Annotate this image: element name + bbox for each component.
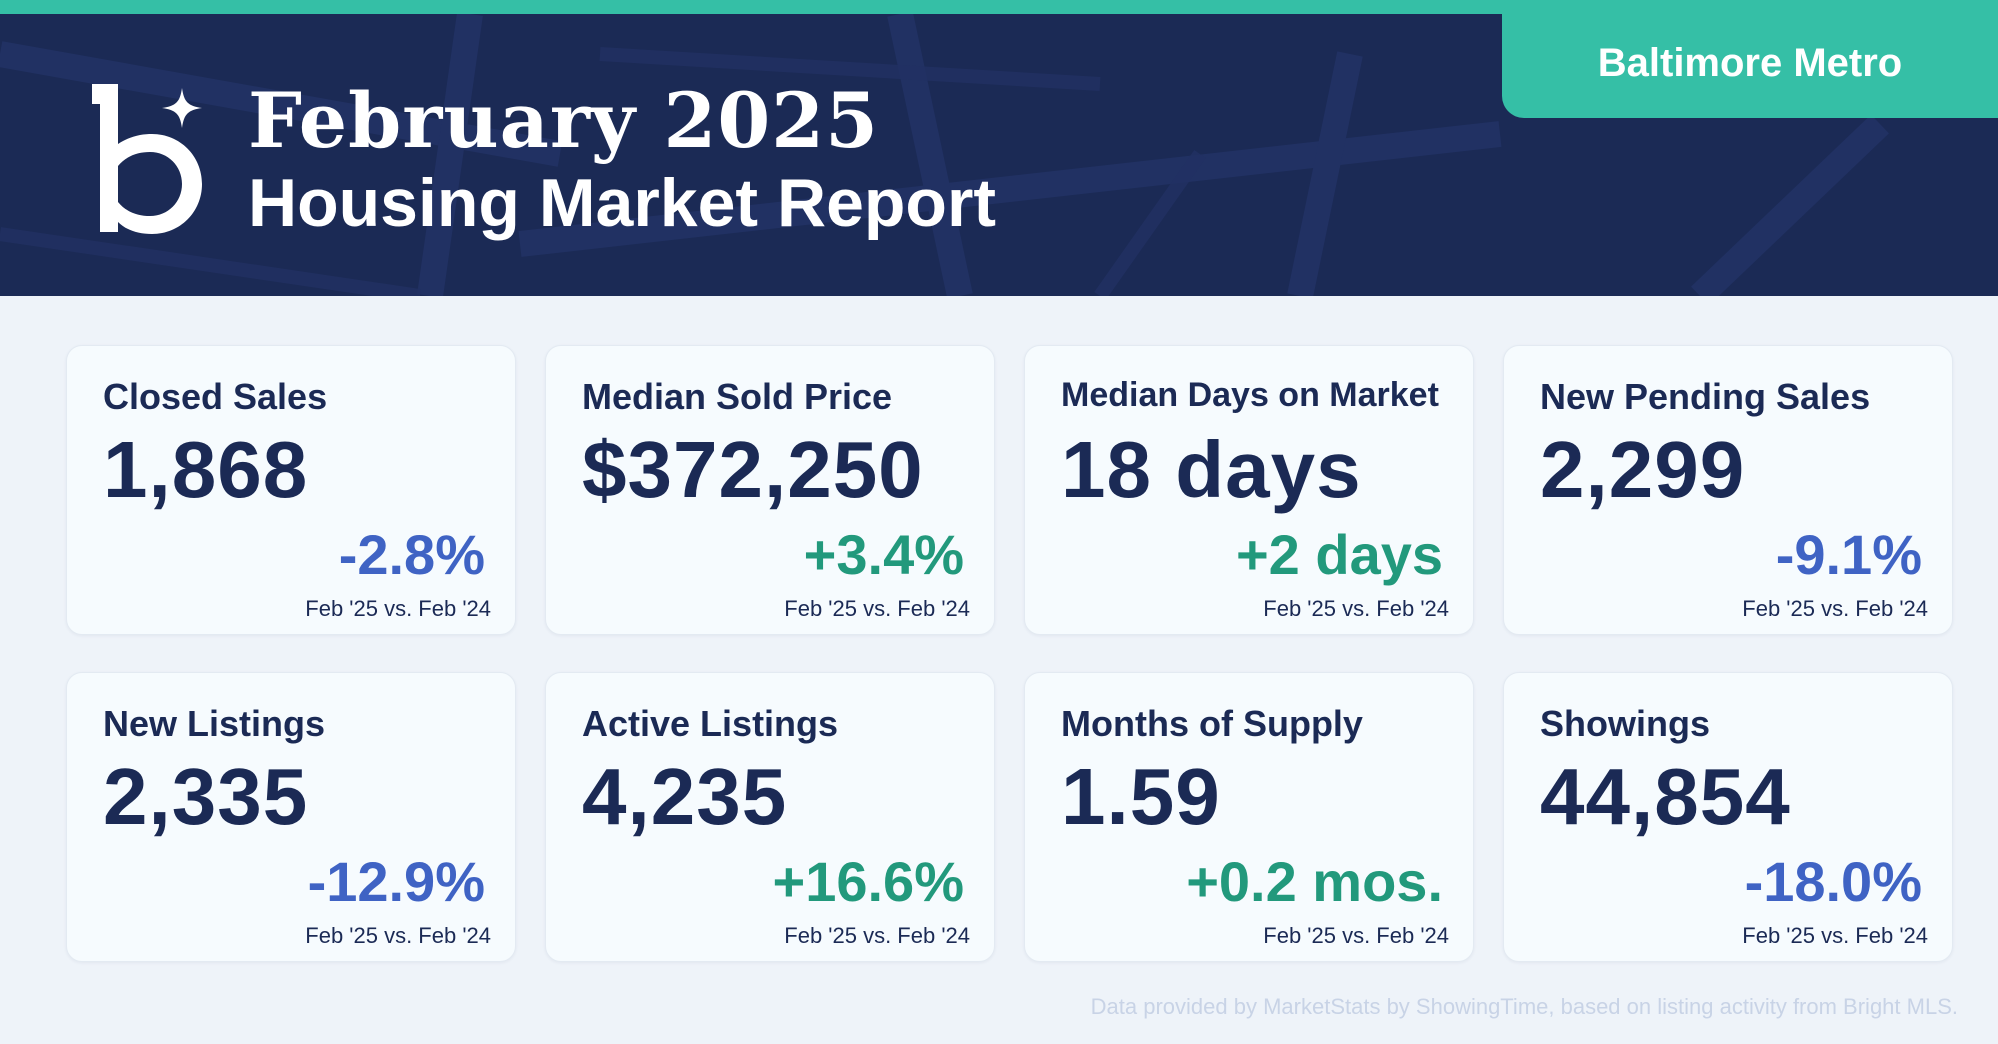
metric-label: Median Sold Price <box>582 376 893 417</box>
metric-label: Closed Sales <box>103 376 328 417</box>
metric-value: 44,854 <box>1540 752 1791 841</box>
metric-value: $372,250 <box>582 425 924 514</box>
metric-comparison-period: Feb '25 vs. Feb '24 <box>784 923 970 948</box>
metric-card-median-sold-price: Median Sold Price $372,250 +3.4% Feb '25… <box>545 345 995 635</box>
metric-change: -2.8% <box>338 523 485 586</box>
metric-change: +0.2 mos. <box>1186 850 1443 913</box>
metric-comparison-period: Feb '25 vs. Feb '24 <box>305 596 491 621</box>
background-map-lines <box>0 14 1889 296</box>
metric-change: +16.6% <box>772 850 965 913</box>
metric-card-showings: Showings 44,854 -18.0% Feb '25 vs. Feb '… <box>1503 672 1953 962</box>
metric-comparison-period: Feb '25 vs. Feb '24 <box>784 596 970 621</box>
metric-value: 1.59 <box>1061 752 1221 841</box>
b-sparkle-logo-icon <box>92 84 202 234</box>
metric-card-closed-sales: Closed Sales 1,868 -2.8% Feb '25 vs. Feb… <box>66 345 516 635</box>
metric-card-new-pending-sales: New Pending Sales 2,299 -9.1% Feb '25 vs… <box>1503 345 1953 635</box>
metric-label: Median Days on Market <box>1061 376 1439 414</box>
report-header: February 2025 Housing Market Report Balt… <box>0 14 1998 296</box>
metric-value: 1,868 <box>103 425 309 514</box>
metric-value: 18 days <box>1061 425 1362 514</box>
metric-card-months-of-supply: Months of Supply 1.59 +0.2 mos. Feb '25 … <box>1024 672 1474 962</box>
metric-change: +3.4% <box>803 523 964 586</box>
metric-value: 4,235 <box>582 752 788 841</box>
data-source-note: Data provided by MarketStats by ShowingT… <box>1090 994 1958 1019</box>
metric-change: +2 days <box>1235 523 1443 586</box>
metric-label: New Listings <box>103 703 326 744</box>
report-title: February 2025 <box>248 76 880 165</box>
metric-change: -18.0% <box>1744 850 1922 913</box>
metric-comparison-period: Feb '25 vs. Feb '24 <box>1263 923 1449 948</box>
metric-change: -9.1% <box>1775 523 1922 586</box>
metric-card-new-listings: New Listings 2,335 -12.9% Feb '25 vs. Fe… <box>66 672 516 962</box>
metric-comparison-period: Feb '25 vs. Feb '24 <box>1742 923 1928 948</box>
metric-label: Active Listings <box>582 703 839 744</box>
metrics-grid: Closed Sales 1,868 -2.8% Feb '25 vs. Feb… <box>66 345 1953 962</box>
metric-value: 2,335 <box>103 752 309 841</box>
metric-card-median-days-on-market: Median Days on Market 18 days +2 days Fe… <box>1024 345 1474 635</box>
metric-label: Showings <box>1540 703 1710 744</box>
metric-label: New Pending Sales <box>1540 376 1871 417</box>
metric-comparison-period: Feb '25 vs. Feb '24 <box>305 923 491 948</box>
report-subtitle: Housing Market Report <box>248 165 997 241</box>
metric-comparison-period: Feb '25 vs. Feb '24 <box>1742 596 1928 621</box>
top-accent-strip <box>0 0 1998 14</box>
metric-value: 2,299 <box>1540 425 1746 514</box>
metric-card-active-listings: Active Listings 4,235 +16.6% Feb '25 vs.… <box>545 672 995 962</box>
metric-change: -12.9% <box>307 850 485 913</box>
metric-label: Months of Supply <box>1061 703 1363 744</box>
metric-comparison-period: Feb '25 vs. Feb '24 <box>1263 596 1449 621</box>
region-badge: Baltimore Metro <box>1502 14 1998 118</box>
